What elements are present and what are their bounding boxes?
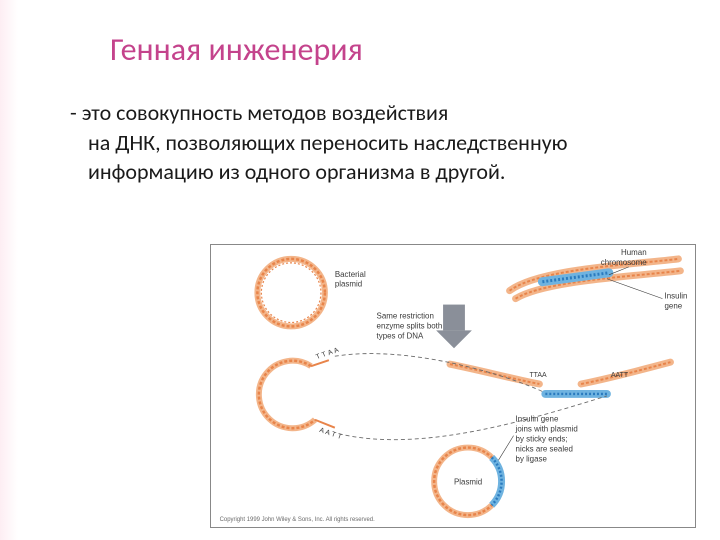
slide-title: Генная инженерия xyxy=(110,30,363,69)
label-join-l4: nicks are sealed xyxy=(516,445,573,454)
label-restriction-l1: Same restriction xyxy=(377,311,434,320)
label-join-l5: by ligase xyxy=(516,454,548,463)
diagram-svg: Bacterial plasmid Human chromosome Insul… xyxy=(211,245,695,527)
label-restriction-l2: enzyme splits both xyxy=(377,321,443,330)
label-join-l2: joins with plasmid xyxy=(515,425,578,434)
label-join-l3: by sticky ends; xyxy=(516,435,568,444)
sticky-end-d: AATT xyxy=(611,372,629,379)
slide-body: - это совокупность методов воздействия н… xyxy=(70,98,670,187)
body-line-1: - это совокупность методов воздействия xyxy=(70,98,670,128)
leader-join-note xyxy=(498,436,514,462)
label-insulin-gene-l1: Insulin xyxy=(665,292,688,301)
slide: Генная инженерия - это совокупность мето… xyxy=(0,0,720,540)
gene-engineering-diagram: Bacterial plasmid Human chromosome Insul… xyxy=(210,244,696,528)
label-restriction-l3: types of DNA xyxy=(377,331,424,340)
svg-text:A: A xyxy=(333,347,340,355)
label-plasmid: Plasmid xyxy=(454,477,482,486)
guide-line-top xyxy=(335,354,544,392)
label-human-chromosome-l2: chromosome xyxy=(601,258,647,267)
bacterial-plasmid-icon xyxy=(257,259,325,327)
leader-insulin-gene xyxy=(607,279,663,299)
label-join-l1: Insulin gene xyxy=(516,415,559,424)
cut-plasmid-icon xyxy=(259,360,335,428)
body-line-2: на ДНК, позволяющих переносить наследств… xyxy=(88,128,670,187)
label-bacterial-plasmid-l2: plasmid xyxy=(335,280,362,289)
label-human-chromosome-l1: Human xyxy=(621,248,647,257)
label-bacterial-plasmid-l1: Bacterial xyxy=(335,270,366,279)
label-insulin-gene-l2: gene xyxy=(665,302,683,311)
sticky-end-c: TTAA xyxy=(529,372,547,379)
label-copyright: Copyright 1999 John Wiley & Sons, Inc. A… xyxy=(220,517,375,523)
sticky-end-plasmid-top: T T A A xyxy=(315,347,340,361)
human-chromosome-icon xyxy=(510,259,681,299)
